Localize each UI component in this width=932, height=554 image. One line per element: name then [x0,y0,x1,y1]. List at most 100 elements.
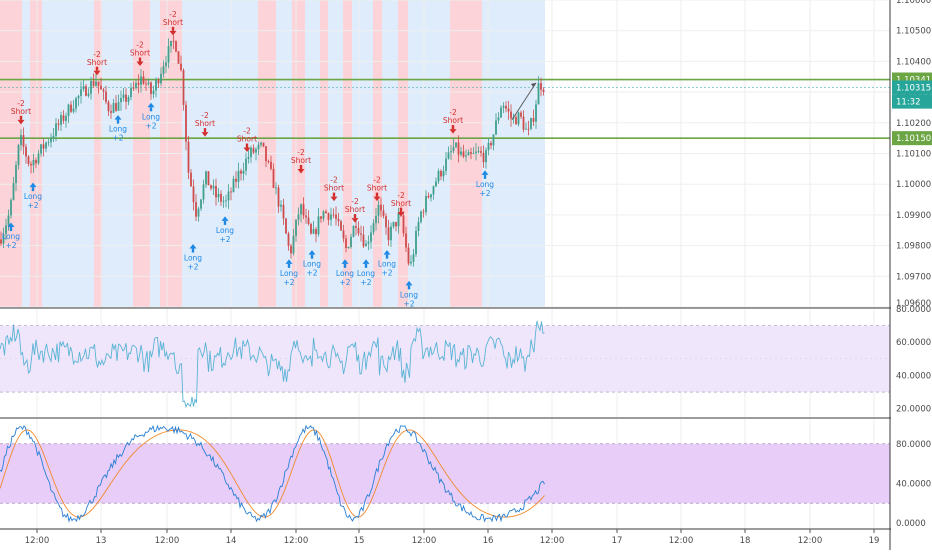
candle-body [445,158,447,171]
signal-qty: +2 [145,121,156,130]
signal-qty: +2 [381,269,392,278]
candle-body [422,211,425,213]
long-signal: Long+2 [378,250,396,278]
candle-body [147,82,150,85]
time-tick-label: 16 [483,536,494,546]
candle-body [50,138,52,143]
time-axis[interactable]: 12:00 13 12:00 14 12:00 15 12:00 16 12:00 17 12:00… [25,529,880,546]
long-signal: Long+2 [142,102,160,130]
signal-qty: +2 [112,134,123,143]
candle-body [407,247,410,264]
candle-body [357,227,360,234]
candle-body [180,63,182,71]
signal-label: Short [324,184,344,193]
signal-label: Short [163,18,183,27]
arrow-up-icon [362,259,370,264]
price-tick-label: 1.10500 [896,27,931,37]
candle-body [307,217,310,224]
long-signal: Long+2 [24,182,42,210]
candle-body [480,151,482,153]
candle-body [317,216,320,235]
stochastic-k-line [0,424,545,523]
signal-qty: -2 [201,111,209,120]
time-tick-label: 12:00 [798,536,823,546]
candle-body [75,98,77,109]
candle-body [117,102,120,111]
candle-body [15,165,17,184]
candle-body [110,111,112,113]
time-tick-label: 17 [612,536,623,546]
candle-body [390,226,392,241]
candle-body [290,245,292,254]
arrow-up-icon [407,285,411,290]
long-signal: Long+2 [184,244,202,272]
candle-body [267,161,270,162]
candle-body [437,170,440,182]
arrow-down-icon [451,125,455,130]
candle-body [47,142,50,144]
arrow-down-icon [245,143,249,148]
candle-body [397,213,400,227]
candle-body [222,201,225,202]
candle-body [140,76,142,85]
signal-qty: -2 [373,176,381,185]
signal-label: Long [303,260,321,269]
candle-body [102,89,105,92]
candle-body [55,123,57,136]
candle-body [17,144,20,166]
candle-body [335,214,337,219]
signal-label: Short [391,199,411,208]
candle-body [457,142,460,155]
candle-body [347,246,350,249]
signal-qty: +2 [360,278,371,287]
candle-body [122,94,125,99]
arrow-down-icon [201,132,209,137]
candle-body [497,117,500,121]
long-signal: Long+2 [357,259,375,287]
rsi-tick-label: 40.0000 [896,371,931,381]
time-tick-label: 12:00 [25,536,50,546]
candle-body [510,111,512,119]
candle-body [92,81,95,86]
candle-body [465,155,467,157]
candle-body [177,51,180,64]
candle-body [350,236,352,247]
candle-body [517,112,520,125]
price-axis[interactable]: 1.09600 1.09700 1.09800 1.09900 1.10000 1.101… [891,0,932,550]
candle-body [380,204,382,211]
candle-body [150,82,152,95]
candle-body [60,115,62,125]
candle-body [535,104,537,122]
candle-body [500,107,502,118]
candle-body [35,159,37,164]
signal-label: Short [195,119,215,128]
candle-body [265,146,267,162]
arrow-down-icon [203,128,207,133]
candle-body [270,161,272,169]
candle-body [57,123,60,125]
signal-qty: +2 [5,241,16,250]
arrow-up-icon [308,250,316,255]
arrow-up-icon [385,254,389,259]
candle-body [275,187,277,189]
candle-body [425,195,427,213]
arrow-down-icon [353,214,357,219]
arrow-up-icon [341,259,349,264]
candle-body [72,108,75,112]
arrow-up-icon [481,170,489,175]
candle-body [532,118,535,122]
price-tag [892,131,932,146]
price-tag-label: 1.10150 [896,134,931,144]
time-tick-label: 12:00 [412,536,437,546]
candle-body [120,98,122,103]
arrow-down-icon [299,164,303,169]
candle-body [542,89,545,93]
candle-body [492,134,495,146]
candle-body [135,82,137,89]
candle-body [340,221,342,231]
arrow-down-icon [297,168,305,174]
candle-body [97,81,100,86]
candle-body [162,66,165,74]
